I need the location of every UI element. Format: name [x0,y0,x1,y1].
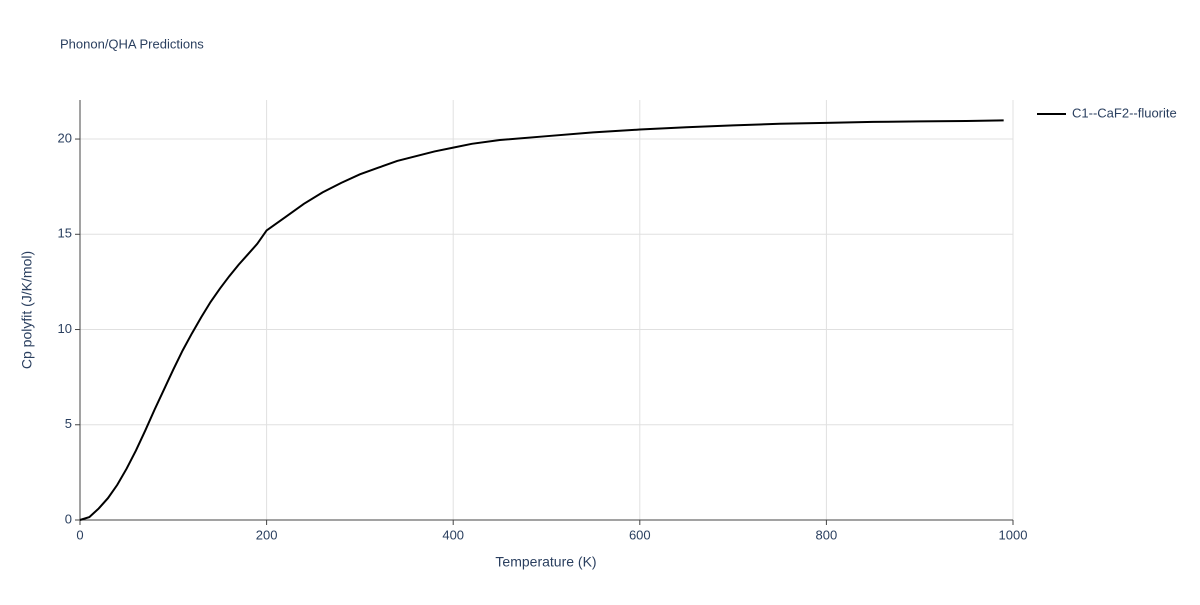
line [79,119,1004,521]
chart-title: Phonon/QHA Predictions [60,36,204,51]
y-tick-label: 10 [58,321,72,336]
x-axis-title: Temperature (K) [495,554,596,570]
x-tick-label: 0 [76,527,83,542]
y-tick-label: 15 [58,226,72,241]
x-tick-label: 1000 [999,527,1028,542]
y-tick-label: 20 [58,130,72,145]
x-tick-label: 400 [442,527,464,542]
x-tick-label: 600 [629,527,651,542]
y-tick-label: 0 [65,511,72,526]
legend-label: C1--CaF2--fluorite [1072,105,1177,120]
x-tick-label: 800 [816,527,838,542]
y-axis-title: Cp polyfit (J/K/mol) [19,251,35,369]
x-tick-label: 200 [256,527,278,542]
y-tick-label: 5 [65,416,72,431]
